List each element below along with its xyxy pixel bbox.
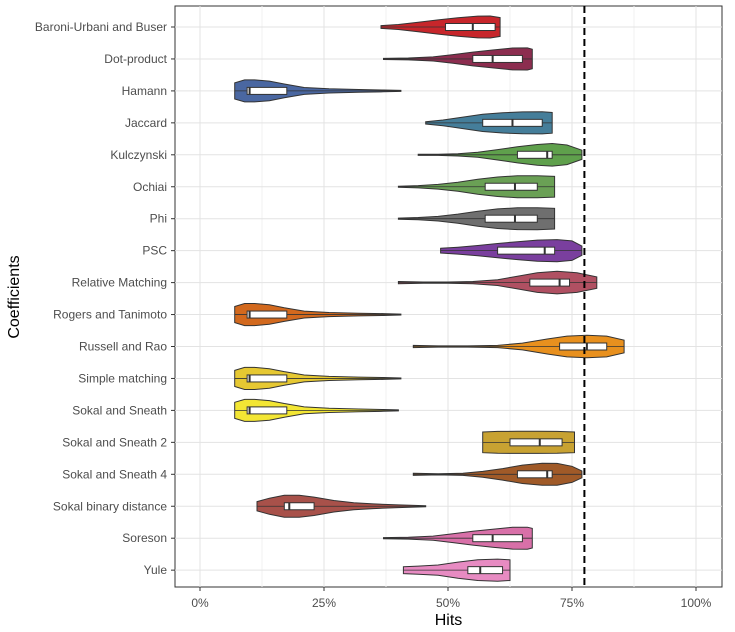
x-tick-label: 0% bbox=[191, 596, 209, 610]
y-tick-label: Sokal and Sneath 4 bbox=[62, 467, 167, 481]
y-tick-label: Rogers and Tanimoto bbox=[53, 308, 167, 322]
iqr-box bbox=[516, 150, 553, 159]
iqr-box bbox=[246, 374, 288, 383]
y-tick-label: Phi bbox=[150, 212, 167, 226]
y-tick-label: PSC bbox=[142, 244, 167, 258]
y-tick-label: Ochiai bbox=[133, 180, 167, 194]
violin-layer bbox=[234, 15, 625, 582]
x-tick-label: 75% bbox=[560, 596, 584, 610]
y-tick-label: Baroni-Urbani and Buser bbox=[35, 20, 167, 34]
iqr-box bbox=[283, 502, 315, 511]
iqr-box bbox=[559, 342, 608, 351]
y-tick-label: Yule bbox=[144, 563, 168, 577]
x-tick-label: 25% bbox=[312, 596, 336, 610]
iqr-box bbox=[246, 86, 288, 95]
axis-layer: 0% 25% 50% 75% 100% Baroni-Urbani and Buser Do… bbox=[35, 20, 712, 610]
iqr-box bbox=[509, 438, 563, 447]
y-tick-label: Soreson bbox=[122, 531, 167, 545]
iqr-box bbox=[467, 566, 504, 575]
iqr-box bbox=[472, 54, 523, 63]
x-tick-label: 100% bbox=[681, 596, 712, 610]
iqr-box bbox=[445, 23, 496, 31]
y-tick-label: Relative Matching bbox=[72, 276, 167, 290]
y-tick-label: Hamann bbox=[122, 84, 167, 98]
y-tick-label: Jaccard bbox=[125, 116, 167, 130]
iqr-box bbox=[472, 534, 523, 543]
iqr-box bbox=[529, 278, 571, 287]
iqr-box bbox=[246, 406, 288, 415]
y-tick-label: Russell and Rao bbox=[79, 340, 167, 354]
y-tick-label: Dot-product bbox=[104, 52, 167, 66]
y-tick-label: Sokal and Sneath bbox=[72, 403, 167, 417]
y-tick-label: Sokal and Sneath 2 bbox=[62, 435, 167, 449]
iqr-box bbox=[497, 246, 556, 255]
iqr-box bbox=[516, 470, 553, 479]
x-axis-title: Hits bbox=[435, 612, 463, 629]
iqr-box bbox=[246, 310, 288, 319]
y-tick-label: Sokal binary distance bbox=[53, 499, 167, 513]
iqr-box bbox=[484, 182, 538, 191]
y-axis-title: Coefficients bbox=[6, 255, 23, 338]
y-tick-label: Kulczynski bbox=[110, 148, 167, 162]
iqr-box bbox=[484, 214, 538, 223]
x-tick-label: 50% bbox=[436, 596, 460, 610]
y-tick-label: Simple matching bbox=[78, 371, 167, 385]
